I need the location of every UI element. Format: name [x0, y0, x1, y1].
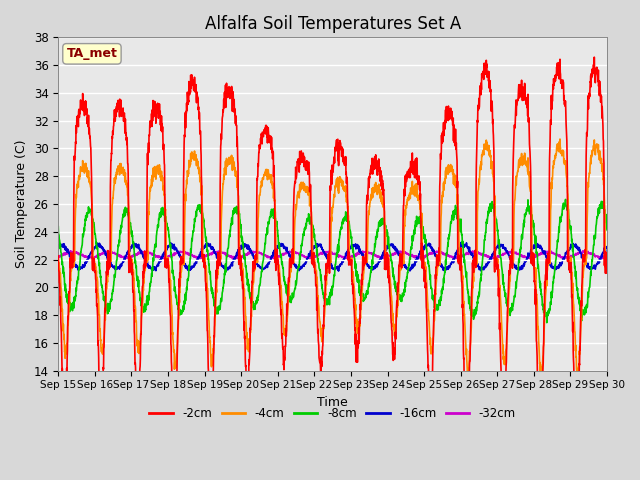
-4cm [555, 144, 563, 150]
Y-axis label: Soil Temperature (C): Soil Temperature (C) [15, 140, 28, 268]
Line: -8cm: -8cm [58, 199, 607, 323]
-4cm [207, 363, 215, 369]
-32cm [603, 254, 611, 260]
-16cm [603, 245, 611, 251]
-32cm [208, 252, 216, 257]
-4cm [360, 263, 368, 269]
-2cm [207, 436, 215, 442]
Line: -2cm: -2cm [58, 57, 607, 457]
-8cm [543, 320, 550, 325]
-16cm [570, 242, 578, 248]
-4cm [492, 259, 500, 265]
-16cm [54, 242, 62, 248]
-16cm [457, 240, 465, 245]
-8cm [207, 287, 215, 292]
-2cm [555, 63, 563, 69]
-8cm [562, 196, 570, 202]
Title: Alfalfa Soil Temperatures Set A: Alfalfa Soil Temperatures Set A [205, 15, 461, 33]
-2cm [492, 261, 500, 266]
-16cm [349, 243, 356, 249]
-32cm [349, 253, 356, 259]
-2cm [360, 257, 368, 263]
-4cm [574, 375, 582, 381]
-16cm [493, 244, 500, 250]
Legend: -2cm, -4cm, -8cm, -16cm, -32cm: -2cm, -4cm, -8cm, -16cm, -32cm [145, 402, 520, 425]
-4cm [570, 307, 578, 312]
-32cm [493, 254, 500, 260]
-2cm [536, 454, 544, 460]
-8cm [555, 228, 563, 234]
Line: -4cm: -4cm [58, 139, 607, 378]
-16cm [361, 256, 369, 262]
-2cm [591, 54, 598, 60]
-16cm [207, 246, 215, 252]
-2cm [54, 253, 62, 259]
-4cm [54, 252, 62, 258]
-8cm [570, 257, 578, 263]
-8cm [492, 216, 500, 222]
-16cm [555, 262, 563, 268]
-32cm [143, 248, 151, 253]
-8cm [603, 227, 611, 233]
Line: -32cm: -32cm [58, 251, 607, 259]
-2cm [603, 270, 611, 276]
X-axis label: Time: Time [317, 396, 348, 409]
-4cm [556, 136, 564, 142]
Text: TA_met: TA_met [67, 48, 117, 60]
Line: -16cm: -16cm [58, 242, 607, 271]
-4cm [603, 263, 611, 268]
-2cm [349, 282, 356, 288]
-16cm [222, 268, 230, 274]
-8cm [360, 295, 368, 301]
-2cm [570, 371, 578, 376]
-8cm [54, 224, 62, 229]
-32cm [487, 256, 495, 262]
-32cm [555, 252, 563, 258]
-32cm [54, 253, 62, 259]
-8cm [349, 246, 356, 252]
-4cm [349, 270, 356, 276]
-32cm [361, 249, 369, 255]
-32cm [570, 252, 578, 258]
